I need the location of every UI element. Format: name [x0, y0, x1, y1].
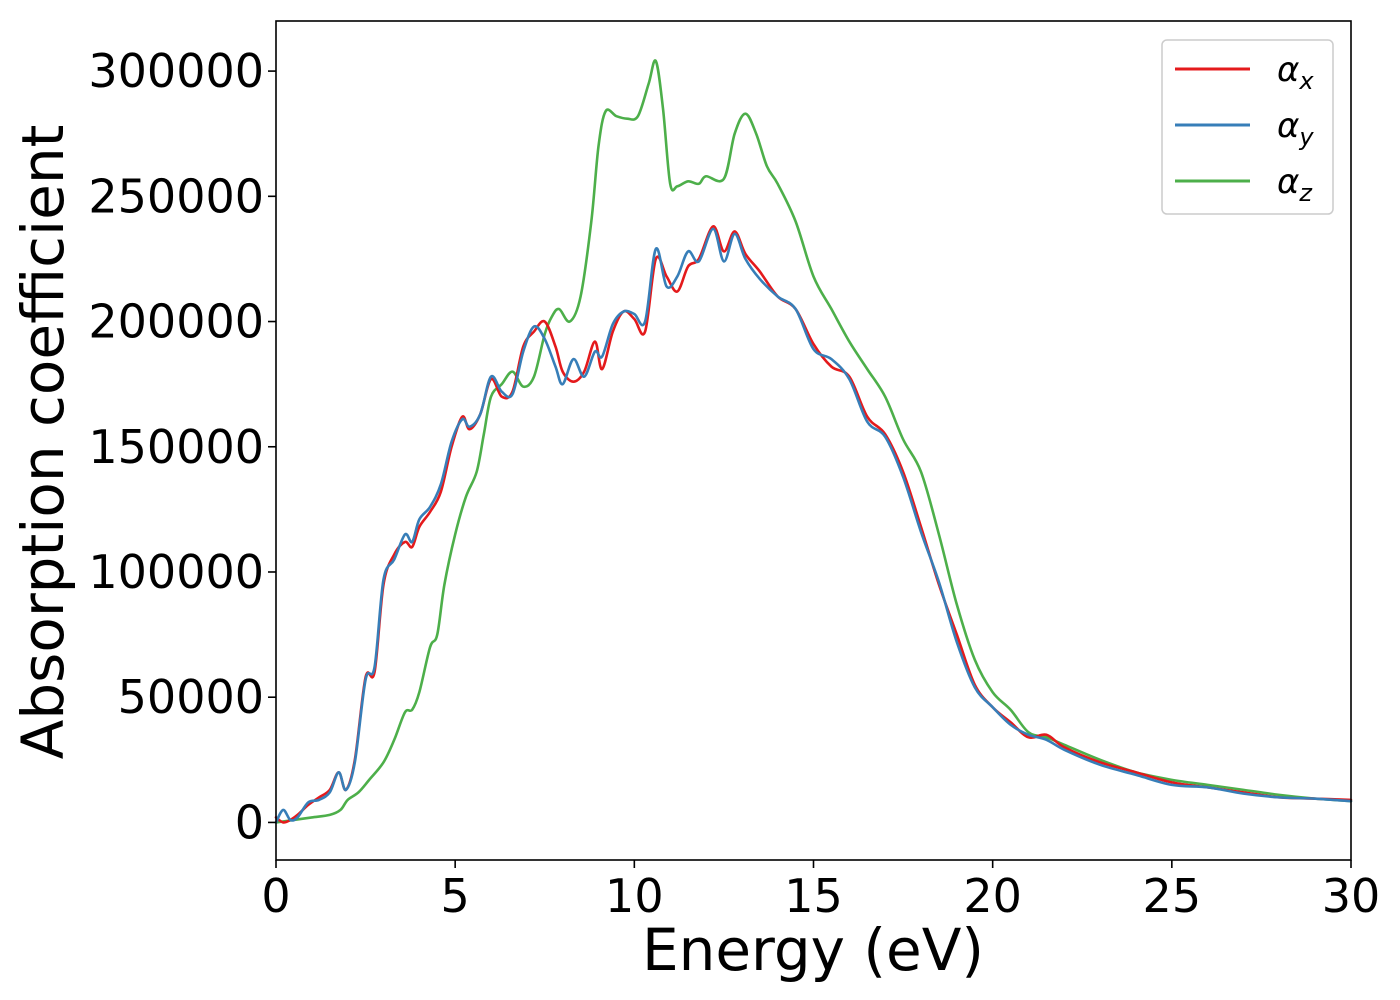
- x-tick-label: 10: [605, 869, 664, 923]
- legend-label-x: αx: [1277, 50, 1314, 95]
- x-tick-label: 5: [441, 869, 470, 923]
- series-layer: [274, 59, 1353, 824]
- legend-label-z: αz: [1277, 162, 1313, 207]
- y-tick-label: 100000: [88, 545, 264, 599]
- x-tick-label: 30: [1322, 869, 1381, 923]
- series-line-z: [274, 59, 1353, 824]
- y-tick-label: 300000: [88, 44, 264, 98]
- legend-label-y: αy: [1277, 106, 1314, 151]
- series-line-y: [274, 227, 1353, 824]
- legend-box: [1161, 39, 1334, 215]
- x-tick-label: 15: [784, 869, 843, 923]
- x-axis-ticks: 0 5 10 15 20 25 30: [261, 860, 1380, 923]
- y-tick-label: 0: [235, 795, 264, 849]
- x-tick-label: 20: [963, 869, 1022, 923]
- x-tick-label: 25: [1143, 869, 1202, 923]
- y-axis-label: Absorption coefficient: [9, 125, 77, 760]
- y-axis-ticks: 0 50000 100000 150000 200000 250000 300000: [88, 44, 276, 849]
- legend: αx αy αz: [1161, 39, 1334, 215]
- y-tick-label: 250000: [88, 169, 264, 223]
- x-tick-label: 0: [261, 869, 290, 923]
- y-tick-label: 200000: [88, 295, 264, 349]
- x-axis-label: Energy (eV): [642, 916, 984, 984]
- y-tick-label: 50000: [118, 670, 264, 724]
- y-tick-label: 150000: [88, 420, 264, 474]
